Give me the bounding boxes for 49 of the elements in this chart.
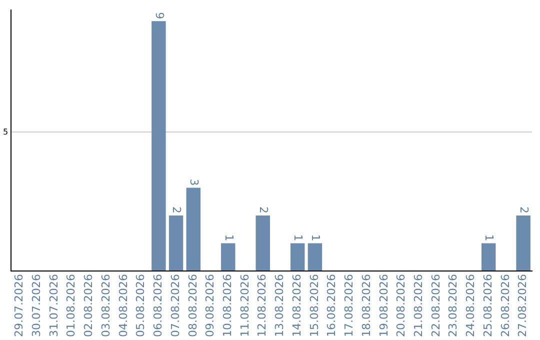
bar: [152, 21, 166, 271]
bar: [308, 243, 322, 271]
x-tick-label: 08.08.2026: [186, 274, 200, 338]
x-tick-label: 04.08.2026: [116, 274, 130, 338]
x-tick-label: 15.08.2026: [308, 274, 321, 338]
data-label: 1: [222, 234, 236, 242]
bar: [256, 215, 270, 271]
bar: [168, 215, 184, 271]
x-tick-label: 17.08.2026: [342, 274, 356, 338]
data-label: 2: [257, 206, 270, 214]
bar: [290, 243, 305, 271]
x-tick-label: 10.08.2026: [220, 274, 234, 338]
x-tick-label: 09.08.2026: [204, 274, 217, 338]
x-tick-label: 21.08.2026: [412, 274, 425, 338]
x-tick-label: 26.08.2026: [498, 274, 512, 338]
y-tick-label: 5: [2, 127, 8, 136]
x-tick-label: 18.08.2026: [360, 274, 373, 338]
x-tick-label: 27.08.2026: [516, 274, 530, 338]
x-tick-label: 29.07.2026: [12, 274, 26, 338]
x-tick-label: 14.08.2026: [290, 274, 304, 338]
x-tick-label: 07.08.2026: [168, 274, 182, 338]
x-tick-label: 25.08.2026: [481, 274, 494, 338]
x-tick-label: 11.08.2026: [238, 274, 252, 338]
data-label: 1: [309, 234, 322, 242]
x-tick-label: 13.08.2026: [273, 274, 286, 338]
x-tick-label: 20.08.2026: [394, 274, 408, 338]
data-label: 2: [517, 206, 530, 214]
x-tick-label: 30.07.2026: [30, 274, 43, 338]
x-tick-label: 12.08.2026: [256, 274, 269, 338]
x-tick-label: 01.08.2026: [64, 274, 78, 338]
data-label: 3: [188, 178, 201, 186]
data-label: 9: [152, 12, 166, 20]
bar: [481, 243, 496, 271]
data-label: 1: [482, 234, 496, 242]
x-tick-label: 22.08.2026: [429, 274, 442, 338]
x-tick-label: 16.08.2026: [325, 274, 338, 338]
bar: [516, 215, 530, 271]
x-tick-label: 23.08.2026: [446, 274, 460, 338]
x-tick-label: 19.08.2026: [377, 274, 390, 338]
x-tick-label: 31.07.2026: [47, 274, 60, 338]
x-tick-label: 05.08.2026: [134, 274, 148, 338]
data-label: 2: [170, 206, 184, 214]
data-label: 1: [292, 234, 305, 242]
bar: [221, 243, 236, 271]
x-tick-label: 02.08.2026: [82, 274, 96, 338]
bar: [186, 188, 201, 271]
x-tick-label: 03.08.2026: [99, 274, 112, 338]
x-tick-label: 06.08.2026: [152, 274, 165, 338]
x-tick-label: 24.08.2026: [464, 274, 478, 338]
